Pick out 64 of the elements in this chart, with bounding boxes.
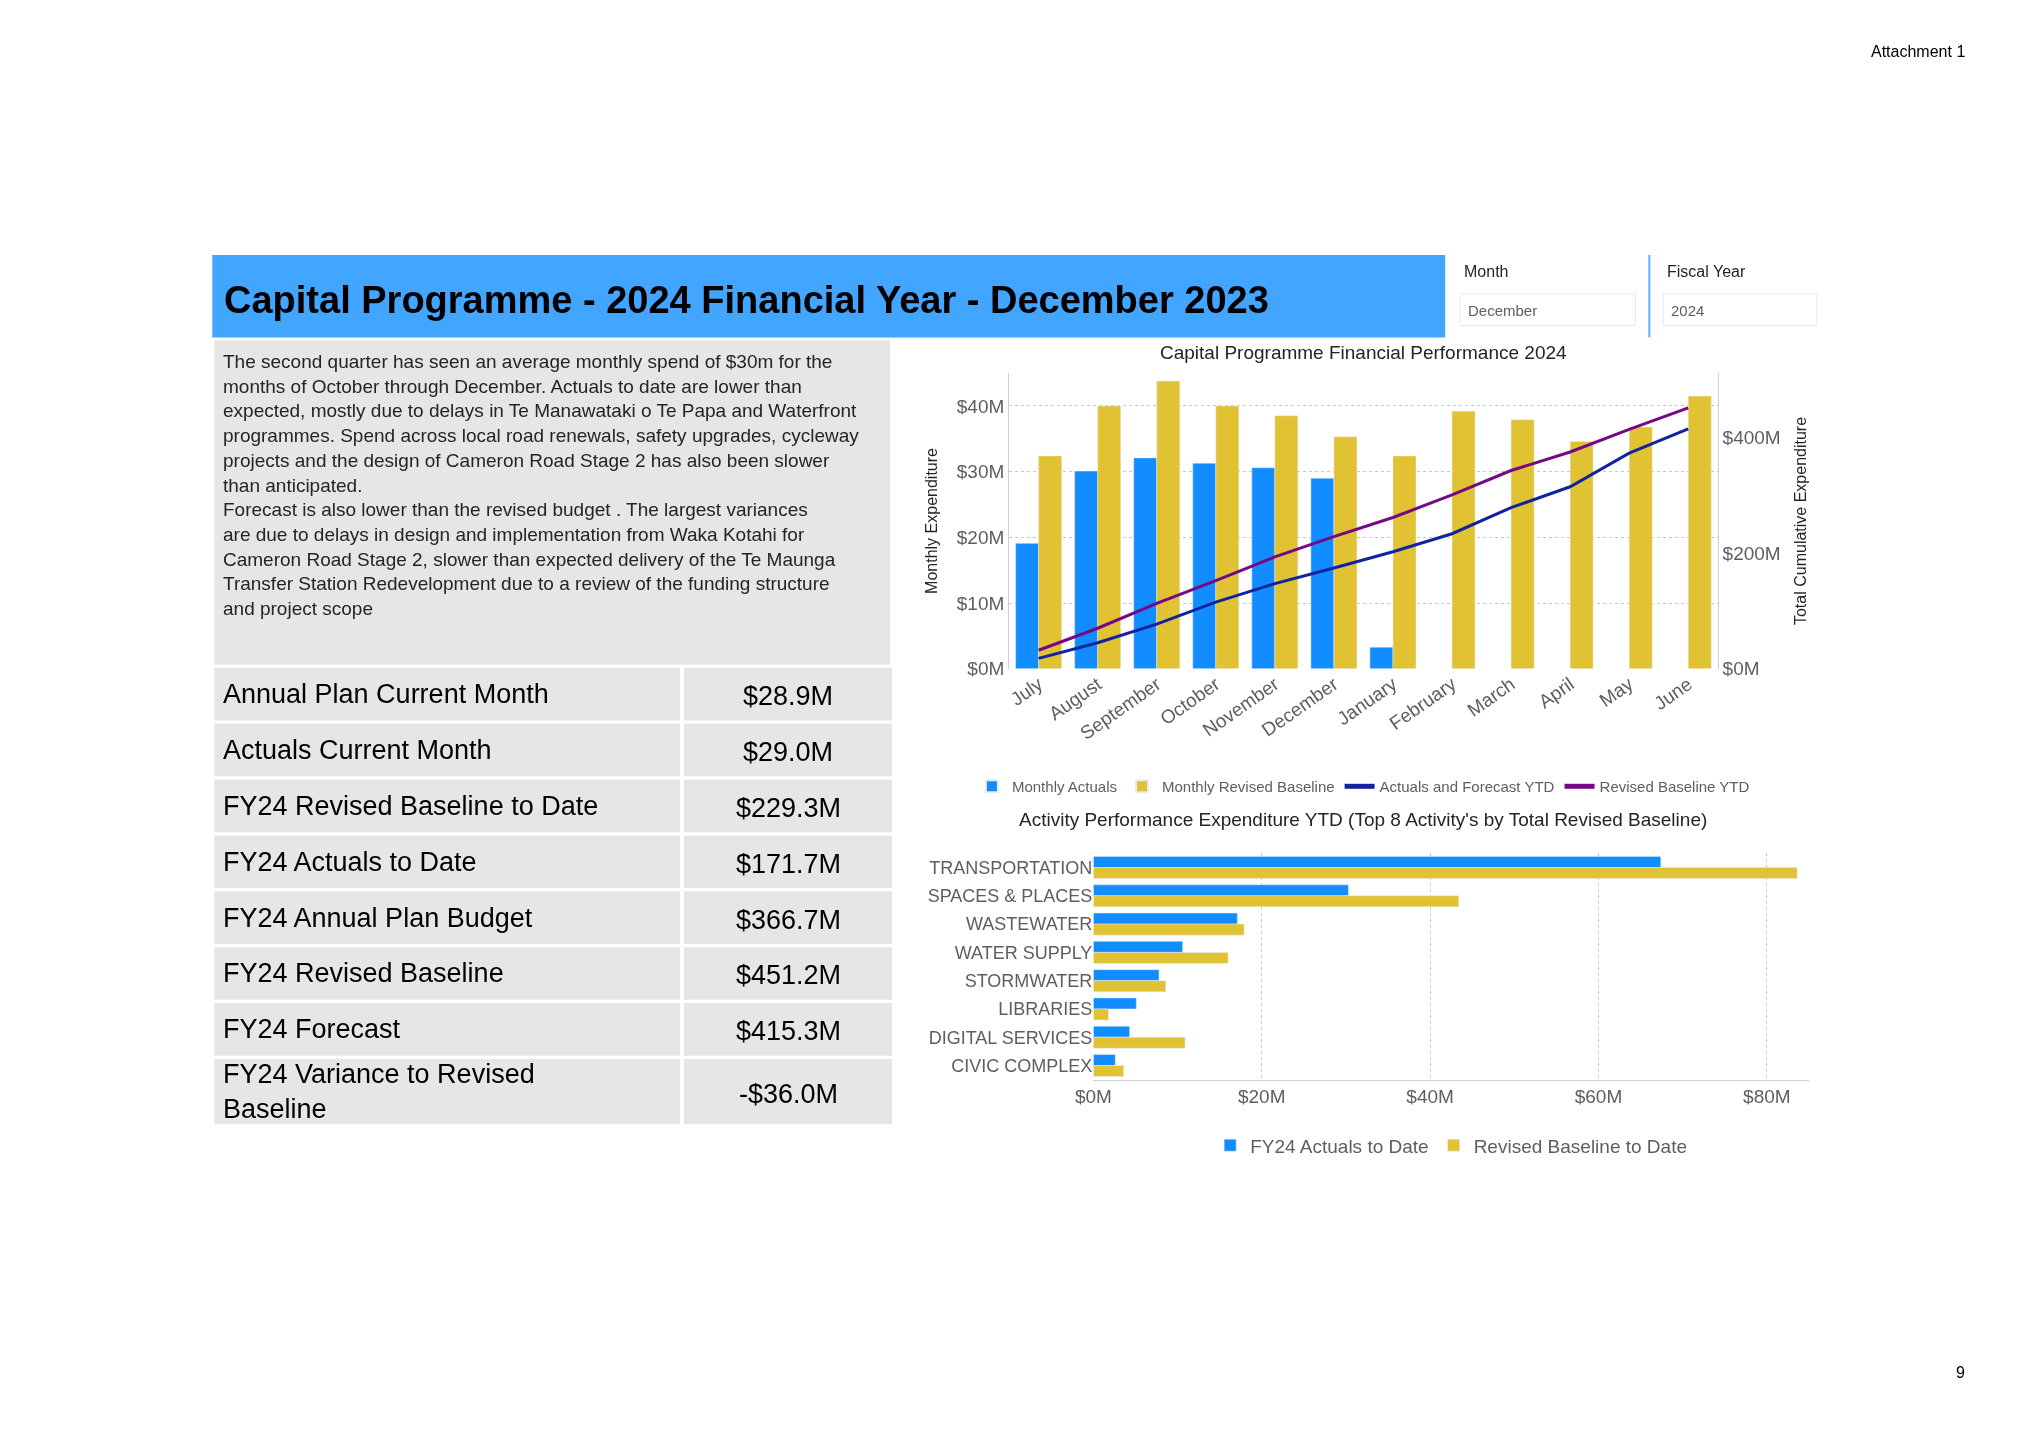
text: Capital Programme - 2024 Financial Year - December 2023 xyxy=(224,279,1269,321)
category-label: FY24 Forecast xyxy=(223,1014,401,1044)
bar xyxy=(1569,441,1594,669)
legend-label: Revised Baseline YTD xyxy=(1599,778,1750,796)
x-tick-label: $20M xyxy=(1237,1086,1286,1108)
text: Month xyxy=(1464,263,1509,280)
y-tick-label: CIVIC COMPLEX xyxy=(951,1055,1093,1076)
y-tick-label: TRANSPORTATION xyxy=(929,857,1093,878)
text: $29.0M xyxy=(743,737,834,767)
bar xyxy=(1687,395,1712,669)
legend-label: Revised Baseline to Date xyxy=(1473,1135,1687,1157)
y-tick-label: $0M xyxy=(967,658,1005,680)
bar xyxy=(1628,426,1653,669)
chart-title: Capital Programme Financial Performance 2024 xyxy=(1160,342,1568,363)
x-tick-label: $40M xyxy=(1406,1086,1454,1108)
text: December xyxy=(1468,302,1538,319)
x-tick-label: $0M xyxy=(1074,1086,1112,1108)
text: 2024 xyxy=(1671,302,1705,319)
category-label: FY24 Revised Baseline xyxy=(223,958,504,988)
category-label: Actuals Current Month xyxy=(223,735,492,765)
y2-tick-label: $400M xyxy=(1722,426,1781,448)
text: Forecast is also lower than the revised budget . The largest variances are due to delays in design and implementation from Waka Kotahi for Cameron Road Stage 2, slower than expected delivery of the Te Maunga Transfer Station Redevelopment due to a review of the funding structure and project scope xyxy=(223,499,836,619)
category-label: FY24 Annual Plan Budget xyxy=(223,903,533,933)
text: $366.7M xyxy=(736,905,842,935)
y2-axis-title: Total Cumulative Expenditure xyxy=(1792,416,1810,626)
y-tick-label: $20M xyxy=(956,527,1005,549)
y-tick-label: LIBRARIES xyxy=(998,999,1093,1020)
y-tick-label: $30M xyxy=(956,461,1005,483)
y-axis-title: Monthly Expenditure xyxy=(922,447,940,594)
category-label: Annual Plan Current Month xyxy=(223,679,549,709)
text: $28.9M xyxy=(743,681,834,711)
bar xyxy=(1451,410,1476,669)
category-label: FY24 Actuals to Date xyxy=(223,847,477,877)
x-tick-label: June xyxy=(1650,673,1696,715)
bar xyxy=(1510,419,1535,669)
text: $451.2M xyxy=(736,960,842,990)
category-label: FY24 Variance to Revised Baseline xyxy=(223,1059,535,1125)
legend-label: Actuals and Forecast YTD xyxy=(1379,778,1555,796)
y-tick-label: WATER SUPPLY xyxy=(954,942,1093,963)
y2-tick-label: $0M xyxy=(1722,658,1760,680)
text: $229.3M xyxy=(736,793,842,823)
y-tick-label: SPACES & PLACES xyxy=(927,886,1093,907)
y-tick-label: DIGITAL SERVICES xyxy=(928,1027,1093,1048)
legend-label: FY24 Actuals to Date xyxy=(1250,1135,1429,1157)
text: Attachment 1 xyxy=(1871,43,1966,60)
x-tick-label: $60M xyxy=(1574,1086,1623,1108)
text: $415.3M xyxy=(736,1016,842,1046)
text: The second quarter has seen an average monthly spend of $30m for the months of October through December. Actuals to date are lower than expected, mostly due to delays in Te Manawataki o Te Papa and Waterfront programmes. Spend across local road renewals, safety upgrades, cycleway projects and the design of Cameron Road Stage 2 has also been slower than anticipated. xyxy=(223,351,860,496)
text: -$36.0M xyxy=(739,1079,839,1109)
text: Fiscal Year xyxy=(1667,263,1746,280)
y-tick-label: STORMWATER xyxy=(964,970,1093,991)
y-tick-label: WASTEWATER xyxy=(966,914,1093,935)
legend-label: Monthly Revised Baseline xyxy=(1162,778,1335,796)
chart-title: Activity Performance Expenditure YTD (Top 8 Activity's by Total Revised Baseline) xyxy=(1019,809,1708,830)
text: 9 xyxy=(1956,1364,1965,1381)
category-label: FY24 Revised Baseline to Date xyxy=(223,791,599,821)
y-tick-label: $10M xyxy=(956,592,1005,614)
x-tick-label: July xyxy=(1006,672,1047,710)
x-tick-label: $80M xyxy=(1743,1086,1791,1108)
text: $171.7M xyxy=(736,849,842,879)
y-tick-label: $40M xyxy=(956,395,1005,417)
x-tick-label: May xyxy=(1595,672,1638,711)
legend-label: Monthly Actuals xyxy=(1011,778,1117,796)
y2-tick-label: $200M xyxy=(1722,542,1781,564)
